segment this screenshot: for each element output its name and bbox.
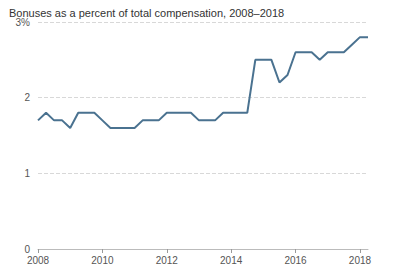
svg-text:2008: 2008 xyxy=(27,255,50,266)
svg-text:1: 1 xyxy=(24,168,30,179)
svg-text:3%: 3% xyxy=(15,16,30,28)
svg-text:Bonuses as a percent of total: Bonuses as a percent of total compensati… xyxy=(9,7,284,19)
svg-text:0: 0 xyxy=(24,244,30,255)
svg-text:2: 2 xyxy=(24,92,30,103)
svg-text:2012: 2012 xyxy=(156,255,179,266)
svg-text:2018: 2018 xyxy=(349,255,372,266)
svg-text:2014: 2014 xyxy=(220,255,243,266)
svg-text:2016: 2016 xyxy=(284,255,307,266)
svg-text:2010: 2010 xyxy=(91,255,114,266)
